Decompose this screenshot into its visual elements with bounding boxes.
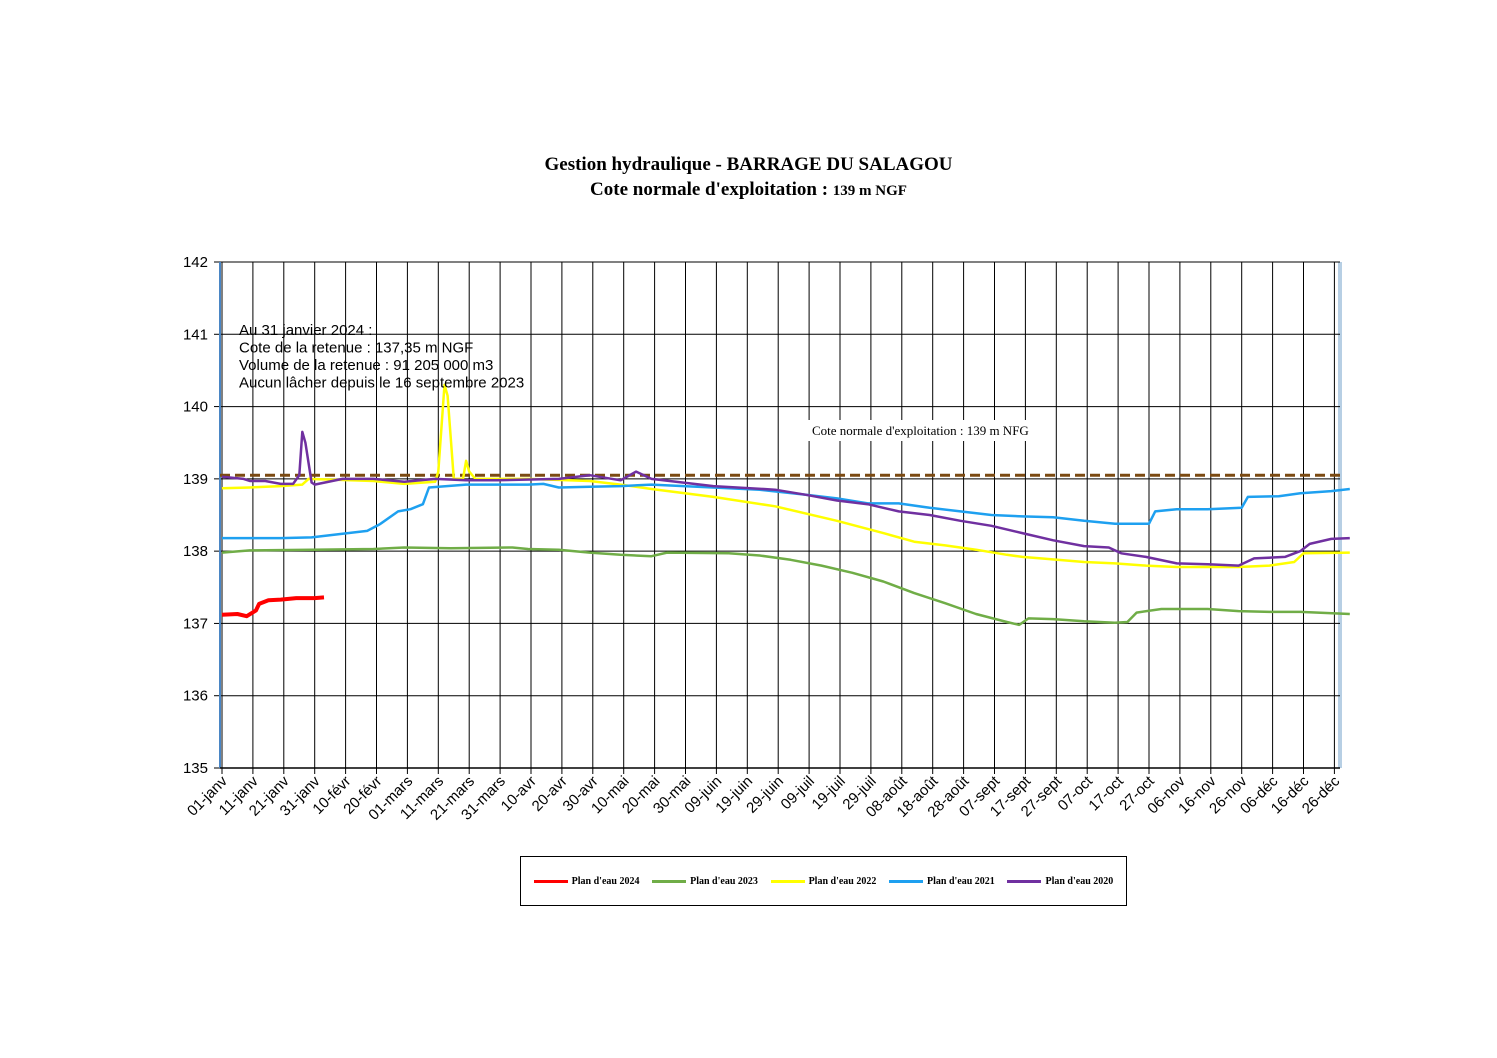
info-text-line: Aucun lâcher depuis le 16 septembre 2023 xyxy=(239,375,524,392)
legend-item: Plan d'eau 2023 xyxy=(652,876,758,887)
reference-label: Cote normale d'exploitation : 139 m NFG xyxy=(812,423,1029,438)
grid xyxy=(220,261,1342,769)
reference-label-bg xyxy=(808,420,1052,441)
y-tick-label: 142 xyxy=(183,254,208,271)
chart-title-line2: Cote normale d'exploitation : 139 m NGF xyxy=(0,178,1497,203)
legend-item: Plan d'eau 2022 xyxy=(770,875,877,887)
y-tick-label: 140 xyxy=(183,399,208,416)
chart-title-line2-small: 139 m NGF xyxy=(832,183,907,199)
legend-swatch xyxy=(533,879,568,883)
legend-swatch xyxy=(652,879,687,883)
chart-title: Gestion hydraulique - BARRAGE DU SALAGOU… xyxy=(0,152,1497,203)
legend-item: Plan d'eau 2021 xyxy=(889,876,995,887)
legend-label: Plan d'eau 2021 xyxy=(927,875,995,887)
y-tick-label: 136 xyxy=(183,688,208,705)
y-tick-label: 135 xyxy=(183,760,208,777)
chart-title-line1: Gestion hydraulique - BARRAGE DU SALAGOU xyxy=(544,154,953,175)
legend-swatch xyxy=(889,879,924,883)
info-text-line: Cote de la retenue : 137,35 m NGF xyxy=(239,340,473,357)
info-text-line: Au 31 janvier 2024 : xyxy=(239,322,372,339)
series-group xyxy=(221,383,1350,627)
chart-title-line2-main: Cote normale d'exploitation : xyxy=(590,179,829,200)
y-tick-label: 137 xyxy=(183,615,208,632)
legend-label: Plan d'eau 2024 xyxy=(571,875,640,887)
legend-label: Plan d'eau 2020 xyxy=(1045,875,1114,887)
legend-label: Plan d'eau 2023 xyxy=(690,875,758,887)
y-tick-label: 138 xyxy=(183,543,208,560)
y-tick-label: 139 xyxy=(183,471,208,488)
series-line xyxy=(221,430,1350,567)
x-tick-label: 09-juil xyxy=(778,773,818,813)
y-tick-label: 141 xyxy=(183,326,208,343)
legend-label: Plan d'eau 2022 xyxy=(808,875,877,887)
series-line xyxy=(221,595,325,619)
legend-item: Plan d'eau 2020 xyxy=(1007,876,1113,887)
x-tick-label: 19-juil xyxy=(809,773,849,813)
annotations: Au 31 janvier 2024 :Cote de la retenue :… xyxy=(239,322,1052,441)
plot-area xyxy=(220,262,1340,768)
legend: Plan d'eau 2024 Plan d'eau 2023 Plan d'e… xyxy=(520,856,1127,906)
legend-item: Plan d'eau 2024 xyxy=(533,875,640,887)
info-text-line: Volume de la retenue : 91 205 000 m3 xyxy=(239,357,493,374)
series-line xyxy=(221,546,1350,627)
legend-swatch xyxy=(1007,879,1042,883)
series-line xyxy=(221,383,1350,569)
legend-swatch xyxy=(770,879,805,883)
